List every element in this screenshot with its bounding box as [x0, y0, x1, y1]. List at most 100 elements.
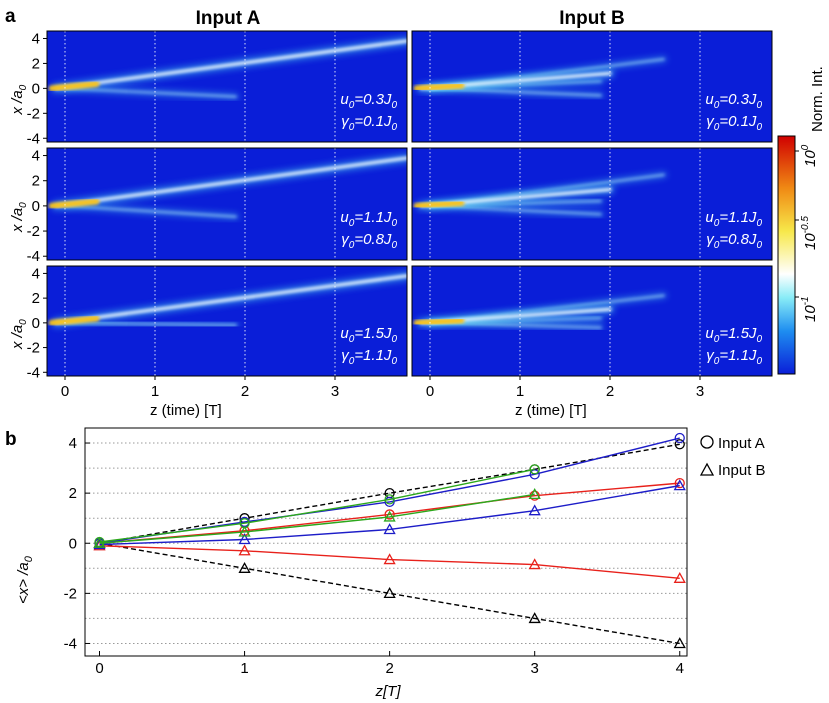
colorbar-tick-exp: -0.5 — [800, 216, 811, 234]
param-gamma-label: γ0=0.1J0 — [706, 113, 762, 133]
param-gamma-label: γ0=0.1J0 — [703, 514, 759, 534]
series-line — [99, 484, 680, 546]
panel-b-label: b — [5, 429, 17, 450]
heatmap-grid: u0=0.3J0γ0=0.1J0u0=0.3J0γ0=0.1J0u0=1.1J0… — [46, 30, 773, 377]
data-point — [238, 561, 251, 573]
heatmap-ytick-label: 0 — [32, 80, 40, 97]
param-gamma-label: γ0=1.1J0 — [703, 624, 759, 644]
param-gamma-label: γ0=0.8J0 — [703, 569, 759, 589]
heatmap-beam — [54, 156, 407, 208]
xtick-label: 1 — [240, 660, 248, 677]
heatmap-ytick-label: 2 — [32, 290, 40, 307]
heatmap-xtick-label: 0 — [61, 383, 69, 400]
xtick-label: 0 — [95, 660, 103, 677]
heatmap-ylabel: x /a0 — [9, 202, 29, 233]
param-u-label: u0=0.3J0 — [703, 492, 760, 512]
data-point — [238, 533, 251, 545]
heatmap-branch-core — [429, 205, 602, 216]
ytick-label: -4 — [64, 635, 77, 652]
heatmap-ytick-label: -2 — [27, 223, 40, 240]
data-point — [673, 571, 686, 583]
param-u-label: u0=1.5J0 — [340, 325, 397, 345]
heatmap-ylabel: x /a0 — [9, 319, 29, 350]
series — [94, 464, 540, 548]
heatmap-ytick-label: 4 — [32, 148, 40, 165]
data-point — [674, 477, 685, 489]
ytick-label: 0 — [69, 535, 77, 552]
heatmap-branch-core — [64, 87, 237, 98]
colorbar-tick-1: 10-0.5 — [795, 216, 819, 250]
data-point — [238, 544, 251, 556]
col-title-input-b: Input B — [559, 8, 624, 29]
colorbar-tick-base: 10 — [802, 150, 819, 167]
colorbar-tick-base: 10 — [802, 305, 819, 322]
param-gamma-label: γ0=0.1J0 — [341, 113, 397, 133]
heatmap-xtick-label: 3 — [331, 383, 339, 400]
param-gamma-label: γ0=0.8J0 — [341, 231, 397, 251]
lineplot-ylabel: <x> /a0 — [15, 555, 35, 604]
heatmap-xtick-label: 3 — [696, 383, 704, 400]
plot-frame — [84, 427, 688, 657]
svg-text:100: 100 — [800, 144, 819, 167]
data-point — [383, 523, 396, 535]
param-gamma-label: γ0=1.1J0 — [341, 347, 397, 367]
param-u-label: u0=0.3J0 — [340, 91, 397, 111]
lineplot-xlabel: z[T] — [374, 683, 401, 700]
legend-label: Input B — [718, 462, 766, 479]
param-gamma-label: γ0=1.1J0 — [706, 347, 762, 367]
col-title-input-a: Input A — [196, 8, 261, 29]
series-line — [99, 482, 680, 544]
data-point — [673, 637, 686, 649]
heatmap-xlabel-a: z (time) [T] — [150, 402, 222, 419]
heatmap-frame — [411, 265, 773, 377]
panel-a: a Input A Input B u0=0.3J0γ0=0.1J0u0=0.3… — [5, 6, 826, 419]
heatmap-ytick-label: -4 — [27, 130, 40, 147]
svg-text:10-1: 10-1 — [800, 296, 819, 322]
xtick-label: 3 — [531, 660, 539, 677]
series-line — [99, 443, 680, 544]
param-u-label: u0=0.3J0 — [705, 91, 762, 111]
heatmap-xtick-label: 2 — [241, 383, 249, 400]
panel-a-label: a — [5, 6, 16, 27]
heatmap-frame — [46, 30, 408, 143]
data-point — [383, 553, 396, 565]
heatmap-ytick-label: 0 — [32, 198, 40, 215]
data-point — [528, 504, 541, 516]
colorbar-tick-0: 100 — [795, 144, 819, 167]
ytick-label: 2 — [69, 485, 77, 502]
param-u-label: u0=1.1J0 — [340, 209, 397, 229]
data-point — [384, 494, 395, 505]
ytick-label: -2 — [64, 585, 77, 602]
heatmap-frame — [411, 30, 773, 143]
series-line — [99, 542, 680, 645]
heatmap-xtick-label: 1 — [516, 383, 524, 400]
data-point — [528, 612, 541, 624]
series-line — [99, 545, 680, 580]
heatmap-branch-core — [64, 205, 237, 218]
series-line — [99, 493, 535, 544]
heatmap-beam — [54, 39, 407, 90]
heatmap-beam — [54, 274, 407, 325]
legend-input-b: Input B — [699, 462, 766, 479]
param-u-label: u0=1.5J0 — [703, 602, 760, 622]
colorbar-tick-exp: 0 — [800, 144, 811, 150]
heatmap-frame — [46, 265, 408, 377]
svg-text:10-0.5: 10-0.5 — [800, 216, 819, 250]
heatmap-ytick-label: 2 — [32, 173, 40, 190]
colorbar — [777, 135, 796, 375]
data-point — [93, 536, 106, 548]
heatmap-branch-core — [64, 322, 237, 327]
circle-marker-icon — [700, 435, 714, 449]
heatmap-ylabel: x /a0 — [9, 84, 29, 115]
heatmap-ytick-label: -2 — [27, 340, 40, 357]
heatmap-xtick-label: 1 — [151, 383, 159, 400]
xtick-label: 4 — [676, 660, 684, 677]
